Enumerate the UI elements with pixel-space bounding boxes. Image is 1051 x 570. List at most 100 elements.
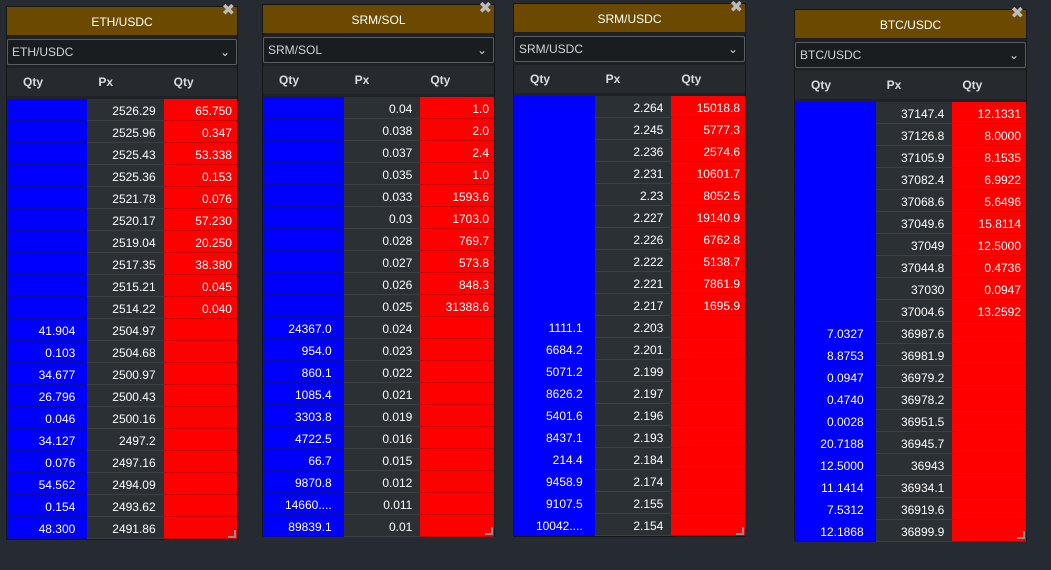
order-book-row[interactable]: 0.154 2493.62 (7, 495, 237, 517)
resize-grip-icon[interactable] (1017, 531, 1025, 539)
order-book-row[interactable]: 34.677 2500.97 (7, 363, 237, 385)
order-book-row[interactable]: 34.127 2497.2 (7, 429, 237, 451)
ask-qty-cell[interactable]: 7861.9 (671, 272, 746, 294)
order-book-row[interactable]: 214.4 2.184 (514, 448, 746, 470)
order-book-row[interactable]: 0.038 2.0 (263, 119, 495, 141)
price-cell[interactable]: 36979.2 (875, 366, 953, 388)
price-cell[interactable]: 0.026 (343, 273, 421, 295)
price-cell[interactable]: 2.226 (594, 228, 672, 250)
ask-qty-cell[interactable]: 13.2592 (952, 300, 1027, 322)
bid-qty-cell[interactable]: 0.0028 (795, 410, 876, 432)
order-book-row[interactable]: 89839.1 0.01 (263, 515, 495, 537)
symbol-select[interactable]: SRM/USDC ⌄ (514, 36, 745, 62)
bid-qty-cell[interactable]: 54.562 (7, 473, 88, 495)
bid-qty-cell[interactable] (263, 97, 344, 119)
order-book-row[interactable]: 2.23 8052.5 (514, 184, 746, 206)
order-book-row[interactable]: 7.5312 36919.6 (795, 498, 1027, 520)
bid-qty-cell[interactable]: 26.796 (7, 385, 88, 407)
price-cell[interactable]: 2493.62 (87, 495, 164, 517)
price-cell[interactable]: 0.011 (343, 493, 421, 515)
price-cell[interactable]: 2500.16 (87, 407, 164, 429)
order-book-row[interactable]: 10042.... 2.154 (514, 514, 746, 536)
bid-qty-cell[interactable]: 0.046 (7, 407, 88, 429)
price-cell[interactable]: 2.155 (594, 492, 672, 514)
bid-qty-cell[interactable]: 3303.8 (263, 405, 344, 427)
price-cell[interactable]: 2491.86 (87, 517, 164, 539)
price-cell[interactable]: 0.037 (343, 141, 421, 163)
order-book-row[interactable]: 3303.8 0.019 (263, 405, 495, 427)
bid-qty-cell[interactable]: 89839.1 (263, 515, 344, 537)
price-cell[interactable]: 37147.4 (875, 102, 953, 124)
order-book-row[interactable]: 0.033 1593.6 (263, 185, 495, 207)
order-book-row[interactable]: 9458.9 2.174 (514, 470, 746, 492)
close-icon[interactable]: ✖ (478, 0, 492, 17)
price-cell[interactable]: 2.196 (594, 404, 672, 426)
bid-qty-cell[interactable]: 8626.2 (514, 382, 595, 404)
ask-qty-cell[interactable] (163, 319, 237, 341)
price-cell[interactable]: 2519.04 (87, 231, 164, 253)
ask-qty-cell[interactable] (671, 316, 746, 338)
price-cell[interactable]: 2.231 (594, 162, 672, 184)
ask-qty-cell[interactable] (952, 410, 1027, 432)
order-book-row[interactable]: 0.103 2504.68 (7, 341, 237, 363)
price-cell[interactable]: 0.035 (343, 163, 421, 185)
ask-qty-cell[interactable]: 15018.8 (671, 96, 746, 118)
ask-qty-cell[interactable]: 1.0 (420, 163, 495, 185)
ask-qty-cell[interactable] (163, 407, 237, 429)
order-book-row[interactable]: 2525.96 0.347 (7, 121, 237, 143)
bid-qty-cell[interactable]: 5401.6 (514, 404, 595, 426)
price-cell[interactable]: 2.221 (594, 272, 672, 294)
ask-qty-cell[interactable] (952, 520, 1027, 542)
order-book-row[interactable]: 37030 0.0947 (795, 278, 1027, 300)
order-book-row[interactable]: 0.027 573.8 (263, 251, 495, 273)
symbol-select[interactable]: SRM/SOL ⌄ (263, 37, 494, 63)
order-book-row[interactable]: 0.4740 36978.2 (795, 388, 1027, 410)
price-cell[interactable]: 37082.4 (875, 168, 953, 190)
panel-title-bar[interactable]: SRM/USDC ✖ (514, 0, 745, 32)
price-cell[interactable]: 37049 (875, 234, 953, 256)
bid-qty-cell[interactable] (795, 300, 876, 322)
order-book-row[interactable]: 9870.8 0.012 (263, 471, 495, 493)
bid-qty-cell[interactable] (795, 124, 876, 146)
bid-qty-cell[interactable] (7, 121, 88, 143)
bid-qty-cell[interactable]: 0.0947 (795, 366, 876, 388)
bid-qty-cell[interactable]: 954.0 (263, 339, 344, 361)
ask-qty-cell[interactable] (671, 448, 746, 470)
ask-qty-cell[interactable]: 0.4736 (952, 256, 1027, 278)
order-book-row[interactable]: 0.025 31388.6 (263, 295, 495, 317)
ask-qty-cell[interactable]: 573.8 (420, 251, 495, 273)
close-icon[interactable]: ✖ (1010, 5, 1024, 22)
ask-qty-cell[interactable]: 6.9922 (952, 168, 1027, 190)
ask-qty-cell[interactable] (671, 470, 746, 492)
price-cell[interactable]: 0.015 (343, 449, 421, 471)
bid-qty-cell[interactable]: 214.4 (514, 448, 595, 470)
price-cell[interactable]: 0.038 (343, 119, 421, 141)
price-cell[interactable]: 0.022 (343, 361, 421, 383)
bid-qty-cell[interactable]: 1111.1 (514, 316, 595, 338)
bid-qty-cell[interactable] (263, 295, 344, 317)
price-cell[interactable]: 0.033 (343, 185, 421, 207)
price-cell[interactable]: 0.03 (343, 207, 421, 229)
price-cell[interactable]: 37030 (875, 278, 953, 300)
bid-qty-cell[interactable] (7, 253, 88, 275)
resize-grip-icon[interactable] (736, 527, 744, 535)
ask-qty-cell[interactable]: 31388.6 (420, 295, 495, 317)
ask-qty-cell[interactable] (420, 427, 495, 449)
price-cell[interactable]: 36919.6 (875, 498, 953, 520)
price-cell[interactable]: 2.201 (594, 338, 672, 360)
bid-qty-cell[interactable] (7, 99, 88, 121)
ask-qty-cell[interactable] (671, 492, 746, 514)
price-cell[interactable]: 2517.35 (87, 253, 164, 275)
bid-qty-cell[interactable] (514, 206, 595, 228)
bid-qty-cell[interactable] (795, 168, 876, 190)
panel-title-bar[interactable]: BTC/USDC ✖ (795, 5, 1026, 38)
price-cell[interactable]: 2.222 (594, 250, 672, 272)
ask-qty-cell[interactable] (952, 366, 1027, 388)
price-cell[interactable]: 2525.43 (87, 143, 164, 165)
bid-qty-cell[interactable]: 0.103 (7, 341, 88, 363)
price-cell[interactable]: 2.154 (594, 514, 672, 536)
resize-grip-icon[interactable] (485, 527, 493, 535)
price-cell[interactable]: 0.023 (343, 339, 421, 361)
ask-qty-cell[interactable] (163, 495, 237, 517)
ask-qty-cell[interactable]: 19140.9 (671, 206, 746, 228)
